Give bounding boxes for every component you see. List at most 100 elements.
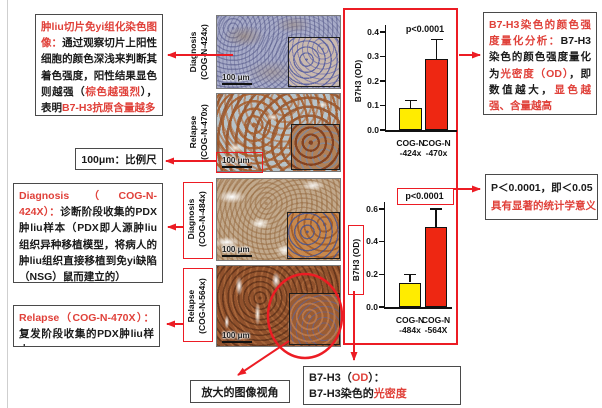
inset-magnified-region: [288, 37, 340, 87]
text-segment: 通过观察切片上阳性细胞的颜色深浅来判断其着色强度，阳性结果显色则越强（: [41, 37, 158, 98]
y-tick-mark: [380, 31, 385, 33]
chart-panel: 0.0 0.1 0.2 0.3 0.4 COG-N -424x COG-N -470x 0.0 0…: [343, 8, 458, 345]
scale-bar-line: [222, 254, 252, 257]
y-axis-label-chart1: B7H3 (OD): [353, 59, 363, 103]
scale-bar: 100 μm: [222, 330, 252, 343]
callout-magnified-view: 放大的图像视角: [190, 380, 290, 403]
x-category-line: COG-N: [422, 138, 451, 148]
y-tick-mark: [380, 55, 385, 58]
y-tick-label: 0.4: [366, 236, 378, 247]
scale-bar-label: 100 μm: [222, 72, 250, 82]
text-segment: Relapse（COG-N-470X）：: [19, 312, 154, 324]
x-category-label: COG-N -484x: [384, 315, 436, 335]
micrograph-relapse-cog-n-564x: 100 μm: [216, 265, 341, 347]
error-bar-cap: [430, 38, 443, 41]
x-category-label: COG-N -424x: [385, 138, 437, 158]
x-axis: [384, 130, 457, 132]
text-segment: B7-H3染色的: [309, 387, 374, 400]
scale-bar-line: [222, 340, 252, 343]
x-category-label: COG-N -564X: [410, 315, 462, 335]
callout-diagnosis-definition: Diagnosis（COG-N-424X）：诊断阶段收集的PDX肿liu样本（P…: [13, 183, 163, 283]
error-bar-cap: [430, 208, 442, 210]
inset-magnified-region: [291, 124, 340, 170]
scale-bar: 100 μm: [222, 155, 252, 168]
y-tick-label: 0.1: [367, 100, 379, 110]
label-line: Diagnosis: [188, 31, 198, 73]
y-tick-label: 0.2: [366, 268, 378, 279]
text-segment: OD: [351, 372, 369, 384]
error-bar: [435, 39, 438, 59]
label-relapse-cog-n-470x: Relapse (COG-N-470x): [188, 89, 212, 175]
text-segment: Diagnosis（COG-N-424X）：: [19, 190, 157, 219]
scale-bar-line: [222, 165, 252, 168]
text-segment: B7-H3染色的颜色强度量化分析：: [489, 19, 591, 48]
scale-bar-label: 100 μm: [222, 155, 250, 165]
x-axis: [383, 307, 452, 309]
y-tick-mark: [379, 273, 384, 276]
y-tick-mark: [380, 104, 385, 107]
text-segment: 肿liu切片免yi组化染色图像：: [41, 21, 157, 50]
highlight-box-p-value: p<0.0001: [397, 188, 454, 205]
y-tick-label: 0.4: [367, 26, 379, 37]
bar: [425, 58, 448, 130]
callout-staining-explanation: 肿liu切片免yi组化染色图像：通过观察切片上阳性细胞的颜色深浅来判断其着色强度…: [35, 14, 163, 116]
scale-bar-label: 100 μm: [222, 330, 250, 340]
y-tick-label: 0.2: [367, 75, 379, 86]
bar-chart-424x-470x: 0.0 0.1 0.2 0.3 0.4 COG-N -424x COG-N -470x: [345, 10, 457, 343]
significance-text: 具有显著的统计学意义: [491, 200, 596, 212]
callout-od-definition: B7-H3（OD）： B7-H3染色的光密度: [303, 366, 461, 405]
x-category-line: -470x: [425, 148, 448, 158]
text-segment: 复发阶段收集的PDX肿liu样本: [19, 328, 154, 346]
y-axis: [383, 202, 386, 309]
y-tick-mark: [380, 129, 385, 131]
callout-od-quantification: B7-H3染色的颜色强度量化分析：B7-H3染色的颜色强度量化为光密度（OD），…: [483, 12, 597, 115]
scale-bar: 100 μm: [222, 244, 252, 257]
label-line: (COG-N-470x): [198, 104, 209, 160]
p-value-label-chart2: p<0.0001: [405, 191, 444, 201]
text-segment: ，即数值越大，: [489, 67, 591, 96]
x-category-line: -484x: [399, 325, 421, 335]
y-tick-mark: [379, 240, 384, 243]
x-category-line: -564X: [424, 325, 448, 335]
bar: [425, 226, 447, 307]
callout-relapse-definition: Relapse（COG-N-470X）： 复发阶段收集的PDX肿liu样本: [13, 305, 160, 347]
text-segment: 光密度（OD）: [500, 67, 570, 80]
x-category-line: COG-N: [421, 315, 451, 325]
label-line: Relapse: [188, 115, 198, 149]
inset-magnified-region: [287, 212, 340, 259]
text-segment: B7-H3抗原含量越多: [62, 102, 156, 115]
error-bar-cap: [404, 273, 416, 276]
bar: [399, 107, 422, 130]
y-tick-label: 0.0: [366, 301, 378, 312]
bar: [399, 282, 421, 307]
od-definition-line2: B7-H3染色的光密度: [309, 387, 455, 403]
highlight-box-label-564x: [183, 268, 213, 342]
text-segment: ）：: [368, 372, 385, 384]
x-category-line: COG-N: [395, 315, 425, 325]
micrograph-diagnosis-cog-n-484x: 100 μm: [216, 178, 341, 261]
scale-bar-line: [222, 82, 252, 85]
x-category-label: COG-N -470x: [411, 138, 463, 158]
y-tick-mark: [379, 208, 384, 210]
y-axis-label-chart2: B7H3 (OD): [351, 238, 361, 282]
x-category-line: -424x: [399, 148, 422, 158]
text-segment: 棕色越强烈: [85, 85, 141, 98]
p-value-label-chart1: p<0.0001: [405, 24, 445, 34]
highlight-box-scale-bar: [216, 152, 263, 173]
page-edge-line: [7, 0, 8, 408]
y-tick-label: 0.0: [367, 124, 379, 135]
label-line: (COG-N-424x): [198, 24, 209, 80]
text-segment: 诊断阶段收集的PDX肿liu样本（PDX即人源肿liu组织异种移植模型，将病人的…: [19, 206, 157, 283]
text-segment: B7-H3染色的颜色强度量化为: [489, 35, 591, 80]
scale-bar-label: 100 μm: [222, 244, 250, 254]
highlight-box-label-484x: [183, 182, 213, 259]
micrograph-diagnosis-cog-n-424x: 100 μm: [216, 15, 341, 89]
y-axis: [384, 25, 387, 132]
text-segment: ），表明: [41, 85, 158, 115]
y-tick-mark: [379, 306, 384, 308]
y-tick-label: 0.3: [367, 51, 379, 61]
callout-statistical-significance: P＜0.0001，即＜0.05 具有显著的统计学意义: [485, 174, 598, 220]
text-segment: 光密度: [373, 387, 407, 400]
text-segment: B7-H3（: [309, 372, 352, 384]
bar-chart-484x-564x: 0.0 0.2 0.4 0.6 COG-N -484x COG-N -564X: [345, 10, 456, 343]
